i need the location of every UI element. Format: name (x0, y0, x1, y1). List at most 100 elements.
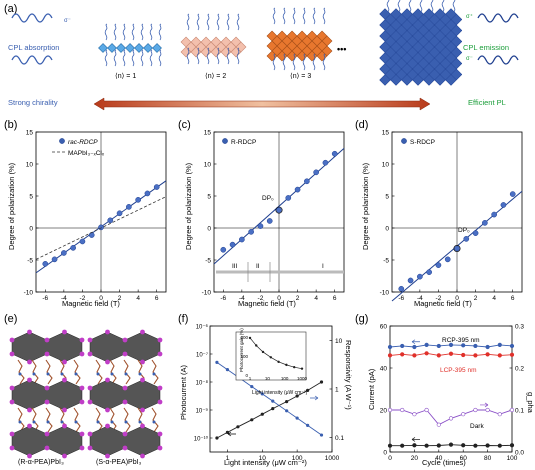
series-point (461, 352, 466, 358)
organic-cation (123, 407, 131, 433)
photocurrent-point (225, 430, 230, 434)
c-region-3: III (232, 263, 238, 270)
ligand (226, 13, 230, 31)
iodide-atom (62, 423, 67, 429)
ligand (322, 53, 326, 71)
data-point (407, 277, 414, 284)
organic-cation (45, 359, 53, 385)
series-point (412, 412, 417, 417)
arrow-left-icon (411, 339, 420, 345)
ligand (113, 49, 117, 67)
ligand (206, 13, 210, 31)
series-point (424, 351, 429, 356)
x-tick-label: 0 (455, 295, 459, 302)
nitrogen-atom (124, 372, 128, 376)
c-dp0: DP₀ (262, 195, 274, 202)
iodide-atom (140, 359, 145, 365)
iodide-atom (157, 351, 163, 357)
inset-x-tick: 100 (281, 376, 289, 381)
y-tick-label: -5 (383, 257, 389, 264)
iodide-atom (27, 359, 32, 365)
c-ylabel: Degree of polarization (%) (184, 162, 193, 250)
x-tick-label: 6 (511, 295, 515, 302)
y-tick-label: 0 (207, 225, 211, 232)
inset-y-tick: 0 (245, 373, 248, 378)
nitrogen-atom (96, 420, 100, 424)
series-point (412, 353, 417, 358)
nitrogen-atom (18, 372, 22, 376)
ligand (312, 7, 316, 25)
data-point (294, 186, 301, 193)
y-tick-label-left: 10⁻⁶ (196, 323, 209, 330)
nitrogen-atom (152, 372, 156, 376)
photocurrent-line (216, 381, 322, 439)
iodide-atom (9, 385, 15, 391)
y-tick-label-right: 0.2 (515, 365, 524, 372)
organic-cation (17, 359, 25, 385)
organic-cation (45, 407, 53, 433)
f-inset-xlabel: Light intensity (μW cm⁻²) (252, 390, 308, 396)
y-tick-label-right: 0.0 (515, 449, 524, 456)
y-tick-label: -5 (27, 257, 33, 264)
y-tick-label-right: 0.3 (515, 323, 524, 330)
iodide-atom (27, 407, 32, 413)
iodide-atom (27, 329, 32, 335)
x-tick-label: -6 (398, 295, 404, 302)
inset-y-tick: 100 (240, 354, 248, 359)
x-tick-label: -2 (80, 295, 86, 302)
iodide-atom (44, 385, 50, 391)
f-ylabel-left: Photocurrent (A) (179, 364, 188, 420)
d-ylabel: Degree of polarization (%) (361, 162, 370, 250)
series-point (473, 443, 478, 448)
ligand (419, 0, 423, 13)
series-point (461, 343, 466, 348)
ligand (149, 49, 153, 67)
panel-letter-a: (a) (4, 3, 17, 15)
f-xlabel: Light intensity (μW cm⁻²) (224, 458, 307, 467)
series-point (436, 353, 441, 358)
ligand (272, 53, 276, 71)
nitrogen-atom (60, 420, 64, 424)
series-point (497, 353, 502, 358)
ligand (122, 23, 126, 41)
octahedron (423, 74, 435, 86)
inset-point (300, 367, 304, 370)
series-point (448, 351, 454, 356)
inset-line (249, 337, 303, 370)
series-point (497, 342, 502, 348)
series-point (436, 422, 441, 427)
series-point (485, 443, 490, 448)
organic-ligands (104, 0, 456, 71)
panel-letter-g: (g) (355, 313, 368, 325)
data-point (135, 196, 141, 203)
iodide-atom (9, 445, 15, 451)
panel-letter-f: (f) (178, 313, 188, 325)
sigma-minus-left: σ⁻ (64, 18, 71, 24)
iodide-atom (157, 337, 163, 343)
x-tick-label: 4 (492, 295, 496, 302)
photocurrent-point (306, 388, 310, 392)
series-point (412, 344, 417, 350)
series-point (448, 442, 454, 447)
series-point (424, 342, 429, 348)
panel-letter-e: (e) (4, 313, 17, 325)
g-series-dark: Dark (470, 423, 484, 430)
ligand (282, 7, 286, 25)
inset-point (293, 365, 296, 369)
x-tick-label: -6 (220, 295, 226, 302)
series-point (509, 352, 515, 357)
organic-cation (109, 407, 117, 433)
nitrogen-atom (124, 420, 128, 424)
nitrogen-atom (110, 372, 114, 376)
series-point (485, 407, 490, 413)
ligand (302, 53, 306, 71)
chart-g: 0 20 40 60 80 100 0 20 40 60 0.0 0.1 0.2 0.3 (380, 323, 525, 462)
data-point (126, 204, 132, 210)
iodide-atom (87, 337, 93, 343)
y-tick-label: 15 (26, 129, 34, 136)
series-point (400, 407, 405, 413)
octahedron (107, 43, 117, 53)
chart-b: -6 -4 -2 0 2 4 6 -10 -5 0 5 10 15 (24, 129, 167, 302)
ligand (113, 23, 117, 41)
